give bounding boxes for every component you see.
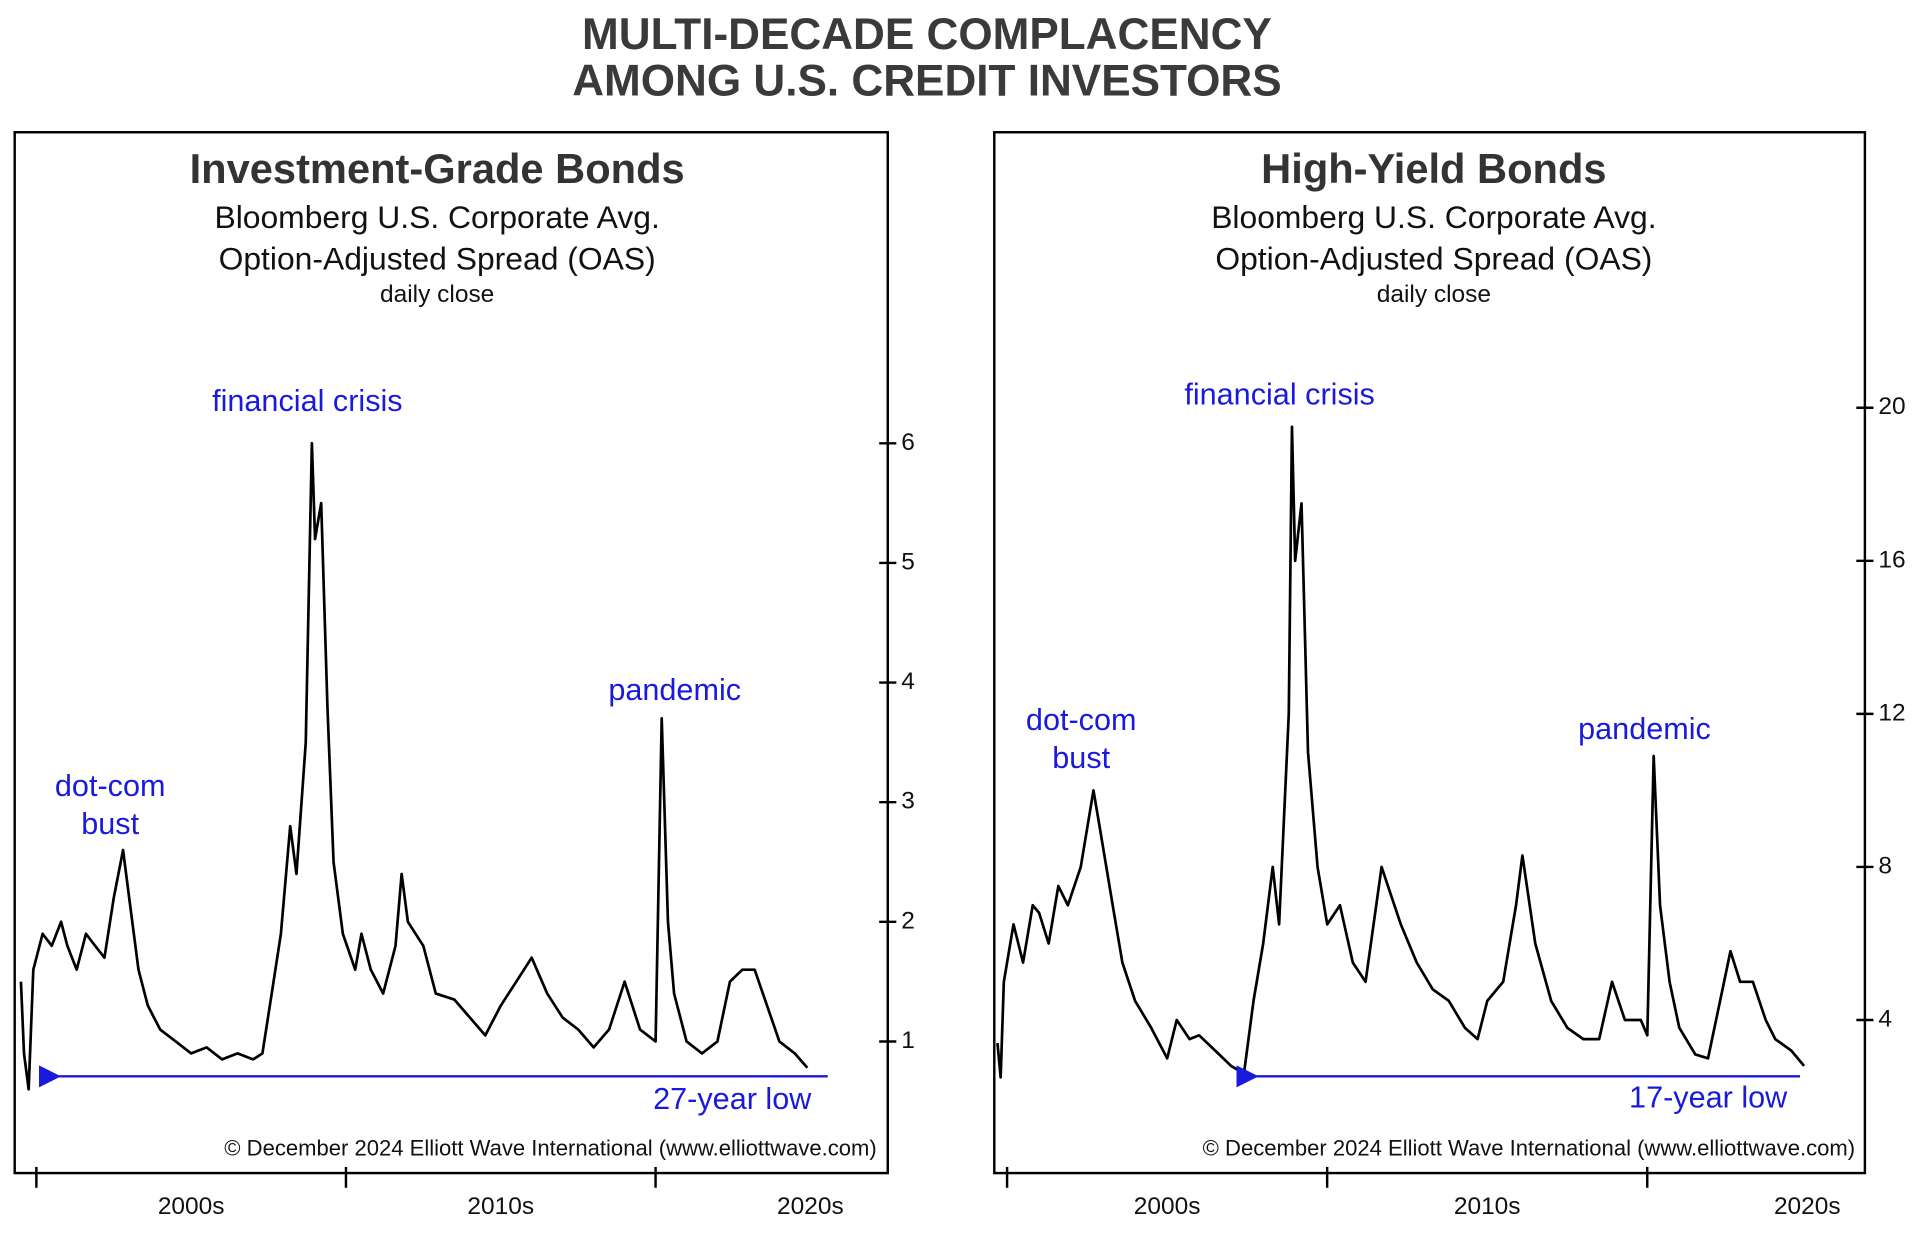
panel-title: High-Yield Bonds xyxy=(1261,146,1607,193)
y-tick-label: 4 xyxy=(1878,1005,1892,1032)
y-tick-label: 6 xyxy=(901,429,915,456)
y-tick-label: 16 xyxy=(1878,546,1905,573)
source: © December 2024 Elliott Wave Internation… xyxy=(1202,1135,1856,1161)
annotation: 27-year low xyxy=(653,1081,812,1117)
x-tick-label: 2000s xyxy=(1134,1193,1201,1220)
data-line xyxy=(19,441,809,1091)
annotation: pandemic xyxy=(1578,712,1711,747)
y-tick-label: 12 xyxy=(1878,699,1905,726)
annotation: pandemic xyxy=(608,672,742,708)
x-tick-label: 2010s xyxy=(1454,1193,1521,1220)
panel-subtitle: Bloomberg U.S. Corporate Avg. Option-Adj… xyxy=(1211,198,1657,277)
annotation: financial crisis xyxy=(1184,377,1375,413)
panel-note: daily close xyxy=(1376,281,1492,308)
main-title: MULTI-DECADE COMPLACENCY AMONG U.S. CRED… xyxy=(572,8,1282,106)
annotation: financial crisis xyxy=(212,383,403,419)
data-line xyxy=(996,425,1806,1079)
y-tick-label: 20 xyxy=(1878,393,1905,420)
y-tick-label: 1 xyxy=(901,1027,915,1054)
x-tick-label: 2020s xyxy=(1774,1193,1841,1220)
y-tick-label: 2 xyxy=(901,907,915,934)
x-tick-label: 2010s xyxy=(467,1193,534,1220)
annotation: dot-com bust xyxy=(54,768,166,842)
y-tick-label: 3 xyxy=(901,788,915,815)
y-tick-label: 5 xyxy=(901,548,915,575)
annotation: dot-com bust xyxy=(1025,702,1137,776)
source: © December 2024 Elliott Wave Internation… xyxy=(224,1135,877,1161)
x-tick-label: 2020s xyxy=(777,1193,844,1220)
plot-frame xyxy=(993,131,1867,1175)
y-tick-label: 8 xyxy=(1878,852,1892,879)
annotation: 17-year low xyxy=(1629,1080,1788,1115)
y-tick-label: 4 xyxy=(901,668,915,695)
panel-title: Investment-Grade Bonds xyxy=(189,146,685,193)
panel-note: daily close xyxy=(379,281,495,308)
x-tick-label: 2000s xyxy=(158,1193,225,1220)
panel-subtitle: Bloomberg U.S. Corporate Avg. Option-Adj… xyxy=(214,198,660,277)
plot-frame xyxy=(13,131,889,1175)
